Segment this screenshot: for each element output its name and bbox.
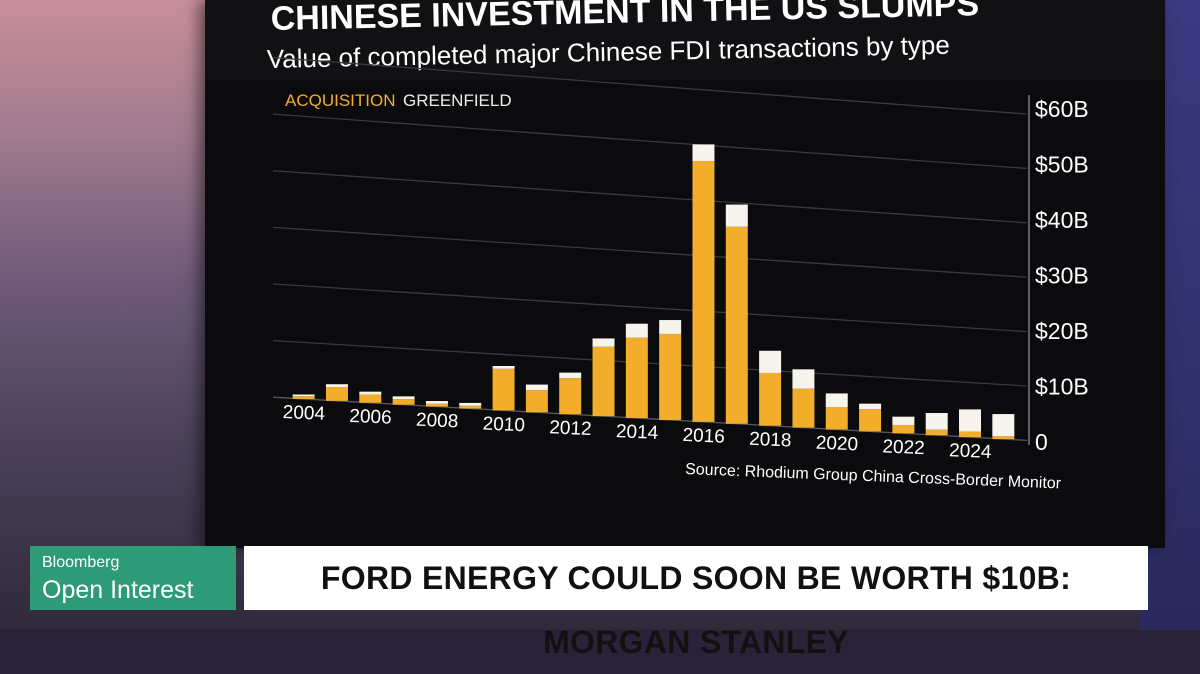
gridline — [272, 339, 1028, 387]
bar-acquisition-2012 — [559, 378, 582, 415]
bar-acquisition-2009 — [459, 405, 482, 409]
bar-greenfield-2008 — [425, 401, 448, 404]
show-badge: Bloomberg Open Interest — [30, 546, 236, 610]
bar-acquisition-2008 — [425, 403, 448, 407]
headline-bar: FORD ENERGY COULD SOON BE WORTH $10B: MO… — [244, 546, 1148, 660]
bar-greenfield-2024 — [959, 409, 982, 432]
gridline — [272, 226, 1028, 278]
bar-greenfield-2015 — [659, 320, 682, 334]
bar-greenfield-2006 — [359, 391, 382, 395]
x-tick-label-2012: 2012 — [549, 417, 592, 440]
bar-acquisition-2004 — [292, 396, 315, 399]
bar-acquisition-2021 — [859, 409, 882, 432]
bar-acquisition-2006 — [359, 394, 382, 403]
bar-greenfield-2018 — [759, 350, 782, 373]
brand-label: Bloomberg — [42, 554, 120, 571]
bar-acquisition-2011 — [525, 390, 548, 413]
bar-greenfield-2019 — [792, 369, 815, 389]
x-tick-label-2004: 2004 — [282, 402, 326, 425]
bar-greenfield-2005 — [325, 384, 348, 387]
bar-acquisition-2005 — [325, 386, 348, 401]
bar-acquisition-2023 — [925, 429, 948, 436]
bar-greenfield-2021 — [859, 403, 882, 410]
bar-greenfield-2020 — [825, 393, 848, 408]
bar-acquisition-2013 — [592, 346, 615, 417]
x-tick-label-2022: 2022 — [882, 436, 925, 459]
bar-acquisition-2017 — [725, 226, 748, 424]
y-tick-label-1: $10B — [1035, 374, 1089, 400]
x-tick-label-2020: 2020 — [815, 433, 858, 456]
bar-acquisition-2025 — [992, 436, 1015, 440]
bar-greenfield-2017 — [725, 204, 748, 227]
x-tick-label-2024: 2024 — [949, 440, 993, 463]
y-tick-label-5: $50B — [1035, 152, 1089, 178]
y-tick-label-0: 0 — [1035, 429, 1048, 455]
bar-greenfield-2014 — [625, 323, 648, 338]
y-tick-label-4: $40B — [1035, 207, 1089, 233]
bar-acquisition-2014 — [625, 337, 648, 419]
chart: CHINESE INVESTMENT IN THE US SLUMPS Valu… — [205, 0, 1165, 492]
bar-greenfield-2009 — [459, 402, 482, 406]
bar-greenfield-2013 — [592, 338, 615, 347]
legend-greenfield: GREENFIELD — [403, 91, 512, 110]
chart-source: Source: Rhodium Group China Cross-Border… — [685, 461, 1062, 492]
bar-acquisition-2015 — [659, 333, 682, 420]
bar-acquisition-2016 — [692, 161, 715, 422]
bar-greenfield-2025 — [992, 414, 1015, 437]
y-tick-label-2: $20B — [1035, 318, 1089, 344]
bar-greenfield-2010 — [492, 366, 515, 369]
x-tick-label-2010: 2010 — [482, 414, 525, 437]
bar-greenfield-2011 — [525, 384, 548, 391]
bar-acquisition-2022 — [892, 424, 915, 434]
bar-greenfield-2023 — [925, 413, 948, 430]
y-tick-label-6: $60B — [1035, 96, 1089, 122]
y-tick-label-3: $30B — [1035, 263, 1089, 289]
bar-acquisition-2018 — [759, 372, 782, 426]
video-wall-screen: CHINESE INVESTMENT IN THE US SLUMPS Valu… — [205, 0, 1165, 548]
bar-greenfield-2022 — [892, 416, 915, 425]
gridline — [272, 170, 1028, 224]
show-name: Open Interest — [42, 576, 194, 604]
bar-acquisition-2007 — [392, 399, 415, 405]
bar-greenfield-2012 — [559, 372, 582, 379]
bar-greenfield-2016 — [692, 144, 715, 162]
bar-acquisition-2020 — [825, 407, 848, 430]
x-tick-label-2014: 2014 — [616, 421, 660, 444]
plot-area: 2004 2006 2008 2010 2012 2014 2016 2018 2020 2022… — [272, 56, 1089, 463]
x-tick-label-2006: 2006 — [349, 406, 392, 429]
x-tick-label-2018: 2018 — [749, 429, 792, 452]
bar-greenfield-2004 — [292, 394, 315, 397]
bar-acquisition-2019 — [792, 388, 815, 428]
x-tick-label-2016: 2016 — [682, 425, 725, 448]
bar-acquisition-2010 — [492, 368, 515, 411]
gridline — [272, 113, 1028, 170]
x-tick-label-2008: 2008 — [416, 410, 459, 433]
bar-greenfield-2007 — [392, 396, 415, 400]
gridline — [272, 56, 1028, 115]
headline-text: FORD ENERGY COULD SOON BE WORTH $10B: MO… — [320, 560, 1072, 660]
gridline — [272, 283, 1028, 333]
bar-acquisition-2024 — [959, 431, 982, 438]
legend-acquisition: ACQUISITION — [285, 91, 396, 110]
